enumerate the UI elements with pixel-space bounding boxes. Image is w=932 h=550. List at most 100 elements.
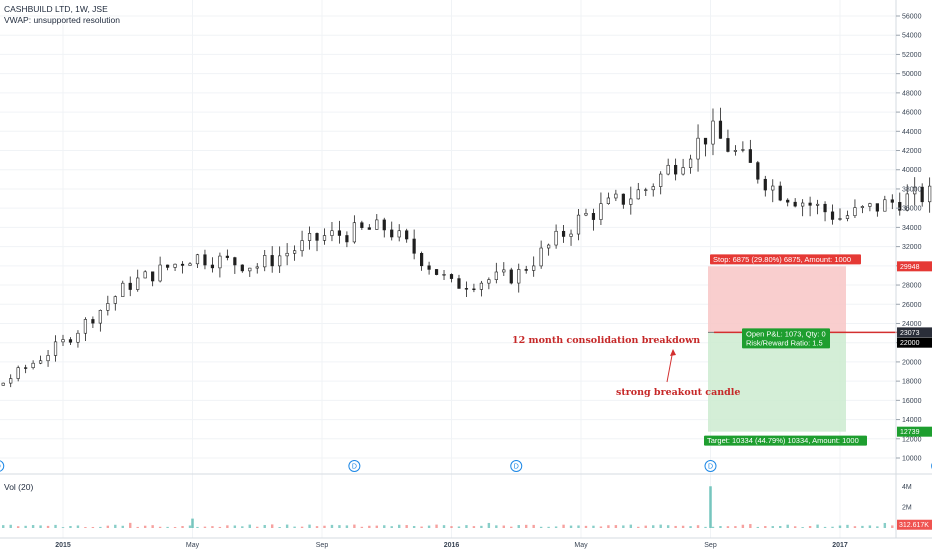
y-tick-label: 52000 [902, 52, 922, 59]
candle-body [263, 255, 267, 268]
volume-bar [793, 526, 797, 528]
volume-bar [114, 524, 117, 528]
volume-bar [861, 525, 864, 528]
y-tick-label: 44000 [902, 129, 922, 136]
candle-body [412, 238, 416, 254]
volume-last-tag [897, 519, 932, 530]
consolidation-annotation: 12 month consolidation breakdown [512, 335, 700, 346]
stop-loss-zone [708, 266, 846, 333]
candle-body [748, 149, 752, 163]
symbol-title[interactable]: CASHBUILD LTD, 1W, JSE [4, 4, 108, 14]
volume-bar [741, 524, 745, 528]
volume-bar [84, 527, 87, 528]
volume-bar [173, 526, 177, 528]
candle-body [121, 282, 125, 297]
volume-tick-label: 2M [902, 505, 912, 512]
volume-bar [69, 526, 72, 528]
y-tick-label: 12000 [902, 436, 922, 443]
candle-body [905, 193, 909, 211]
candle-body [741, 149, 745, 151]
candle-body [218, 255, 222, 269]
volume-bar [659, 524, 662, 528]
candle-body [860, 206, 865, 208]
y-tick-label: 28000 [902, 283, 922, 290]
candle-body [390, 229, 394, 238]
volume-bar [517, 525, 520, 528]
volume-bar [457, 526, 461, 528]
volume-bar [46, 525, 50, 528]
volume-bar [487, 522, 491, 528]
volume-bar [569, 525, 573, 528]
open-pl-text: Open P&L: 1073, Qty: 0 [746, 329, 826, 338]
volume-indicator-label[interactable]: Vol (20) [4, 482, 34, 492]
y-tick-label: 48000 [902, 90, 922, 97]
take-profit-zone [708, 332, 846, 432]
volume-bar [9, 524, 12, 528]
volume-bar [383, 525, 386, 528]
volume-bar [786, 524, 789, 528]
volume-tick-label: 4M [902, 484, 912, 491]
volume-bar [554, 526, 558, 528]
candle-body [621, 193, 625, 205]
y-tick-label: 42000 [902, 148, 922, 155]
volume-bar [256, 526, 259, 528]
candle-body [763, 178, 767, 191]
candle-body [771, 185, 775, 191]
candle-body [681, 167, 685, 175]
candle-body [113, 296, 117, 304]
stop-label-box [710, 254, 861, 265]
candle-body [352, 222, 356, 243]
candle-body [248, 267, 252, 272]
candle-body [517, 269, 521, 284]
event-marker [0, 460, 5, 472]
candle-body [756, 162, 760, 180]
volume-bars [2, 486, 931, 528]
candle-body [91, 319, 95, 324]
candle-body [225, 255, 229, 258]
target-price-tag [897, 426, 932, 437]
volume-bar [652, 525, 655, 528]
volume-bar [293, 526, 296, 528]
volume-bar [39, 525, 42, 528]
y-tick-label: 56000 [902, 14, 922, 21]
candle-body [158, 264, 162, 282]
volume-bar [614, 525, 618, 528]
trendlines [714, 331, 932, 334]
candle-body [24, 367, 28, 369]
volume-bar [151, 525, 154, 528]
volume-bar [270, 524, 274, 528]
target-label-box [704, 435, 867, 446]
candle-body [883, 199, 887, 212]
candle-body [315, 233, 319, 241]
volume-bar [203, 526, 207, 528]
y-tick-label: 54000 [902, 33, 922, 40]
pnl-box [742, 328, 830, 349]
volume-bar [480, 525, 483, 528]
candle-body [644, 189, 648, 191]
volume-bar [121, 525, 124, 528]
vwap-indicator-label[interactable]: VWAP: unsupported resolution [4, 15, 120, 25]
candle-body [165, 264, 170, 268]
candle-body [61, 339, 65, 343]
volume-bar [838, 525, 842, 528]
volume-bar [846, 524, 849, 528]
volume-bar [345, 525, 349, 528]
volume-bar [853, 526, 857, 528]
volume-bar [502, 525, 505, 528]
candle-body [890, 199, 894, 203]
volume-bar [764, 526, 767, 528]
x-tick-label: May [574, 542, 588, 549]
candle-body [591, 213, 596, 220]
volume-bar [831, 526, 834, 528]
volume-bar [427, 525, 431, 528]
candle-body [98, 309, 102, 324]
volume-bar [584, 525, 588, 528]
volume-bar [16, 526, 20, 528]
x-tick-label: Sep [316, 542, 329, 549]
volume-bar [539, 526, 543, 528]
volume-bar [599, 526, 603, 528]
volume-bar [779, 525, 782, 528]
volume-bar [681, 525, 685, 528]
candle-body [472, 288, 476, 290]
volume-bar [711, 526, 715, 528]
